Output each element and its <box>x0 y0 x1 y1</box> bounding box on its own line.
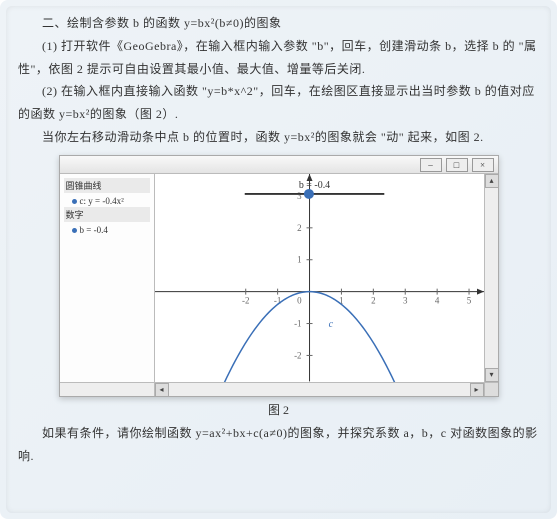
panel-item-curve-label: c: y = -0.4x² <box>80 196 124 206</box>
scroll-corner <box>484 383 498 396</box>
para-slider-note: 当你左右移动滑动条中点 b 的位置时，函数 y=bx²的图象就会 "动" 起来，… <box>18 126 539 149</box>
para-heading-2: 二、绘制含参数 b 的函数 y=bx²(b≠0)的图象 <box>18 12 539 35</box>
window-close-button[interactable]: × <box>472 158 494 172</box>
bullet-icon <box>72 228 77 233</box>
svg-text:3: 3 <box>297 191 302 201</box>
svg-text:c: c <box>328 320 333 331</box>
panel-item-curve[interactable]: c: y = -0.4x² <box>64 195 150 207</box>
para-step-1: (1) 打开软件《GeoGebra》，在输入框内输入参数 "b"，回车，创建滑动… <box>18 35 539 81</box>
app-content: 圆锥曲线 c: y = -0.4x² 数字 b = -0.4 -2 -1 1 2 3 4 5… <box>60 174 498 381</box>
scroll-up-button[interactable]: ▴ <box>485 174 499 188</box>
figure-caption: 图 2 <box>59 401 499 418</box>
svg-text:-2: -2 <box>294 351 301 361</box>
algebra-panel: 圆锥曲线 c: y = -0.4x² 数字 b = -0.4 <box>60 174 155 381</box>
figure-2: – □ × 圆锥曲线 c: y = -0.4x² 数字 b = -0.4 <box>59 155 499 418</box>
bullet-icon <box>72 199 77 204</box>
para-step-2: (2) 在输入框内直接输入函数 "y=b*x^2"，回车，在绘图区直接显示出当时… <box>18 80 539 126</box>
panel-section-conic: 圆锥曲线 <box>64 178 150 193</box>
graph-canvas[interactable]: -2-112345-2-11230cb = -0.4 <box>155 174 484 381</box>
svg-text:3: 3 <box>402 296 407 306</box>
window-maximize-button[interactable]: □ <box>446 158 468 172</box>
para-exercise: 如果有条件，请你绘制函数 y=ax²+bx+c(a≠0)的图象，并探究系数 a，… <box>18 422 539 468</box>
geogebra-window: – □ × 圆锥曲线 c: y = -0.4x² 数字 b = -0.4 <box>59 155 499 397</box>
panel-item-b-label: b = -0.4 <box>80 225 108 235</box>
panel-item-b[interactable]: b = -0.4 <box>64 224 150 236</box>
svg-text:1: 1 <box>297 255 301 265</box>
scroll-left-button[interactable]: ◂ <box>155 383 169 397</box>
graph-panel: -2-112345-2-11230cb = -0.4 <box>155 174 484 381</box>
scrollbar-horizontal[interactable]: ◂ ▸ <box>60 382 498 396</box>
scroll-v-track[interactable] <box>485 188 498 367</box>
svg-text:b = -0.4: b = -0.4 <box>298 180 329 191</box>
scroll-h-spacer <box>60 383 155 396</box>
svg-text:5: 5 <box>466 296 471 306</box>
scroll-down-button[interactable]: ▾ <box>485 368 499 382</box>
svg-text:0: 0 <box>297 296 302 306</box>
svg-text:-1: -1 <box>294 319 301 329</box>
svg-text:2: 2 <box>297 223 301 233</box>
scrollbar-vertical[interactable]: ▴ ▾ <box>484 174 498 381</box>
panel-section-number: 数字 <box>64 207 150 222</box>
svg-text:2: 2 <box>371 296 375 306</box>
svg-text:-2: -2 <box>241 296 248 306</box>
svg-text:4: 4 <box>434 296 439 306</box>
scroll-h-track[interactable] <box>169 383 470 396</box>
window-minimize-button[interactable]: – <box>420 158 442 172</box>
window-titlebar: – □ × <box>60 156 498 175</box>
scroll-right-button[interactable]: ▸ <box>470 383 484 397</box>
